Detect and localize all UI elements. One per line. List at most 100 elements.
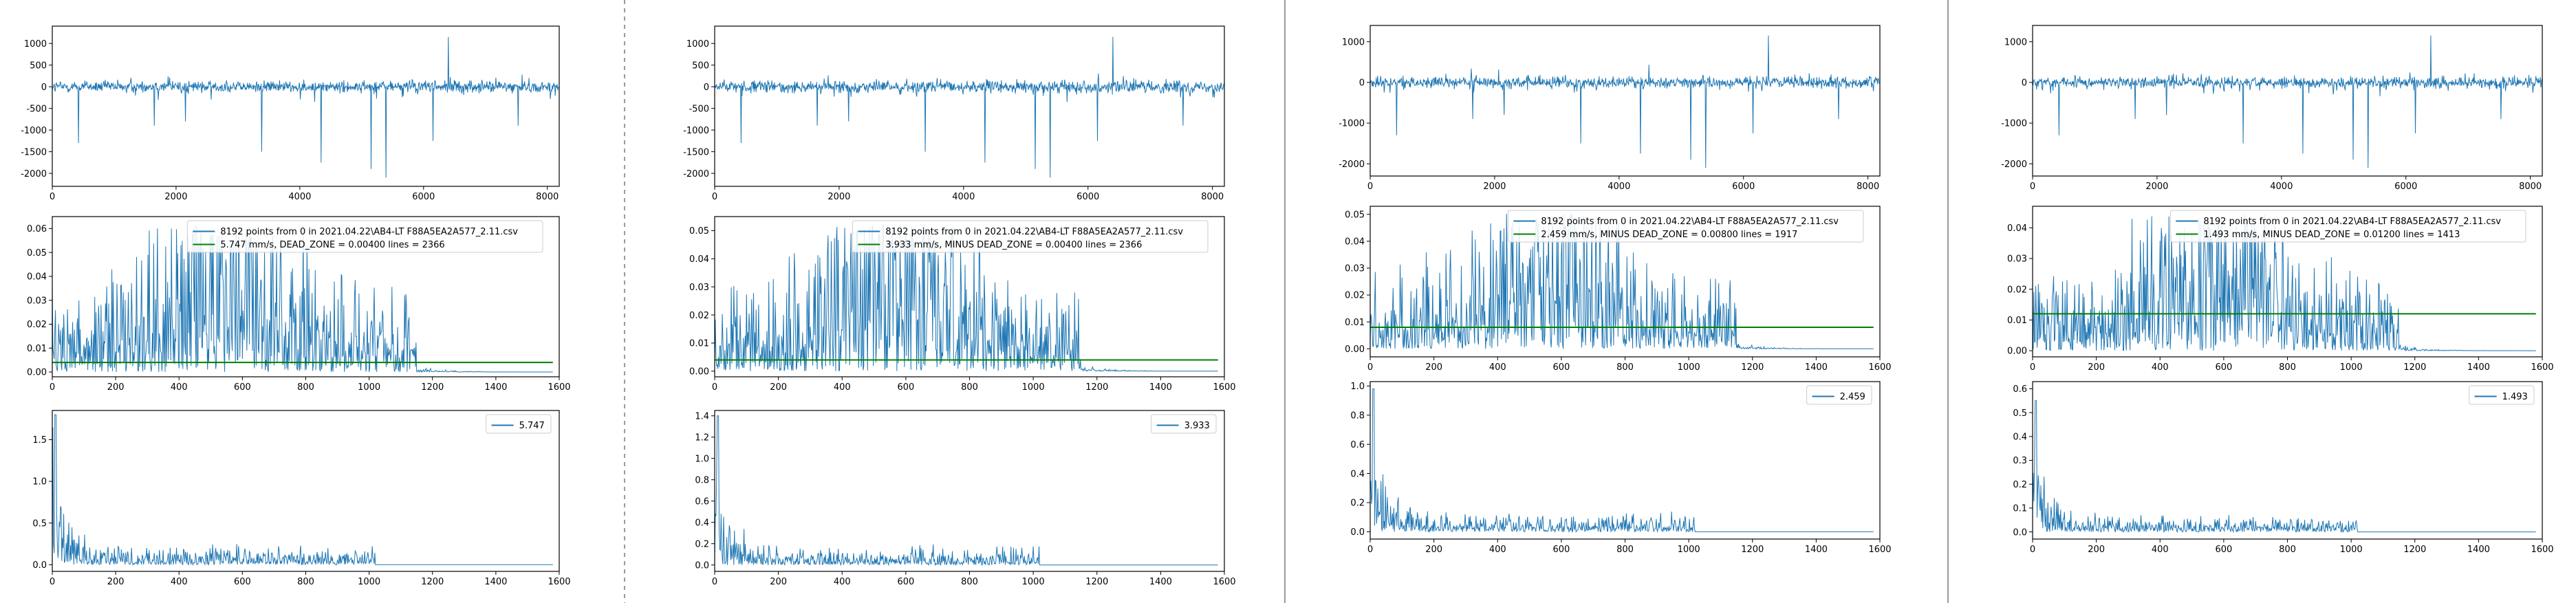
y-tick-label: -1000 [1339,119,1365,129]
x-tick-label: 8000 [1857,182,1879,192]
y-tick-label: 0.02 [689,311,709,321]
axes-frame [52,410,560,572]
panel-1-time-plot: 0 2000 4000 6000 8000 1000 500 0 -500 -1000 -1500 -… [21,25,560,202]
legend-entry: 8192 points from 0 in 2021.04.22\AB4-LT … [885,227,1183,237]
x-tick-label: 400 [2152,362,2169,373]
legend-box [486,414,552,434]
legend-box [1507,210,1864,243]
y-tick-label: 0.01 [2007,316,2027,326]
y-tick-label: 0.8 [1350,410,1365,421]
panel-2-spectrum-plot: 0 200 400 600 800 1000 1200 1400 1600 0.05 0.04 0.0… [689,216,1236,393]
spectrum-series [1370,213,1874,350]
x-tick-label: 1600 [548,382,570,393]
x-tick-label: 600 [897,382,914,393]
y-tick-label: -2000 [21,169,47,179]
x-tick-label: 0 [50,577,55,587]
y-tick-label: 0.5 [32,518,47,529]
legend-box [186,220,543,253]
x-tick-label: 1400 [1149,382,1172,393]
spectrum-series [52,226,553,373]
x-tick-label: 1200 [2403,545,2426,555]
x-tick-label: 200 [107,382,125,393]
x-tick-label: 200 [1425,545,1442,555]
legend-entry: 8192 points from 0 in 2021.04.22\AB4-LT … [220,227,518,237]
y-tick-label: 1.0 [695,454,709,464]
x-tick-label: 600 [2215,362,2232,373]
legend-entry: 2.459 mm/s, MINUS DEAD_ZONE = 0.00800 li… [1541,230,1797,240]
x-tick-label: 800 [1616,545,1634,555]
x-tick-label: 2000 [827,192,850,202]
y-tick-label: 0.0 [695,560,709,571]
y-tick-label: 0.03 [689,283,709,293]
x-tick-label: 200 [770,577,787,587]
y-tick-label: 0.06 [27,224,47,234]
x-tick-label: 4000 [1608,182,1630,192]
axes-frame [2032,381,2543,540]
x-tick-label: 800 [297,382,314,393]
y-tick-label: 0.3 [2013,456,2027,466]
y-tick-label: 0.00 [1345,344,1365,355]
panel-4-spectrum-plot: 0 200 400 600 800 1000 1200 1400 1600 0.04 0.03 0.0… [2007,206,2554,373]
x-tick-label: 1400 [484,382,507,393]
x-tick-label: 2000 [1483,182,1506,192]
y-tick-label: 0.2 [695,539,709,549]
y-tick-label: 0.04 [689,254,709,265]
y-tick-label: -500 [26,104,47,114]
legend-entry: 5.747 mm/s, DEAD_ZONE = 0.00400 lines = … [220,240,444,250]
y-tick-label: 0.01 [1345,318,1365,328]
time-signal-series [1370,35,1880,168]
y-tick-label: 0.2 [2013,480,2027,490]
x-tick-label: 1600 [548,577,570,587]
axes-frame [714,410,1225,572]
legend: 8192 points from 0 in 2021.04.22\AB4-LT … [186,220,543,253]
x-tick-label: 600 [234,382,251,393]
y-tick-label: -2000 [2001,160,2027,170]
panel-1-filtered-plot: 0 200 400 600 800 1000 1200 1400 1600 1.5 1.0 0.5 0.… [32,410,571,587]
y-tick-label: 0.5 [2013,408,2027,419]
y-tick-label: -1500 [21,147,47,157]
axes-frame [1370,25,1881,177]
x-tick-label: 1200 [1085,382,1108,393]
legend: 5.747 [486,414,552,434]
y-tick-label: 0.01 [27,344,47,354]
legend: 1.493 [2469,385,2535,405]
x-tick-label: 800 [961,382,978,393]
axes-frame [1370,381,1881,540]
x-tick-label: 4000 [2270,182,2293,192]
x-tick-label: 1000 [1022,382,1045,393]
panel-3-spectrum-plot: 0 200 400 600 800 1000 1200 1400 1600 0.05 0.04 0.0… [1345,206,1892,373]
legend-entry: 3.933 mm/s, MINUS DEAD_ZONE = 0.00400 li… [885,240,1142,250]
y-tick-label: 0.0 [2013,527,2027,538]
y-tick-label: 1000 [686,39,709,50]
x-tick-label: 8000 [536,192,559,202]
filtered-series [1370,388,1874,534]
y-tick-label: 0.04 [2007,223,2027,234]
y-tick-label: 0 [704,83,709,93]
x-tick-label: 0 [712,382,717,393]
y-tick-label: -500 [689,104,709,114]
y-tick-label: 1.2 [695,432,709,443]
x-tick-label: 1600 [1213,382,1235,393]
x-tick-label: 1600 [2531,362,2553,373]
legend-entry: 5.747 [519,421,545,431]
y-tick-label: 0.04 [1345,237,1365,248]
y-tick-label: -1000 [2001,119,2027,129]
x-tick-label: 0 [50,192,55,202]
legend-entry: 2.459 [1840,392,1865,402]
x-tick-label: 400 [171,577,188,587]
y-tick-label: -2000 [1339,160,1365,170]
y-tick-label: 0.03 [2007,254,2027,265]
x-tick-label: 1200 [421,577,444,587]
x-tick-label: 400 [1489,362,1506,373]
y-tick-label: 1.0 [1350,382,1365,392]
legend: 8192 points from 0 in 2021.04.22\AB4-LT … [2169,210,2526,243]
x-tick-label: 800 [2279,545,2296,555]
legend-entry: 8192 points from 0 in 2021.04.22\AB4-LT … [1541,217,1839,227]
x-tick-label: 1600 [1213,577,1235,587]
y-tick-label: 0.02 [27,320,47,330]
legend-box [852,220,1209,253]
y-tick-label: 0.05 [1345,210,1365,220]
x-tick-label: 1400 [1805,545,1828,555]
